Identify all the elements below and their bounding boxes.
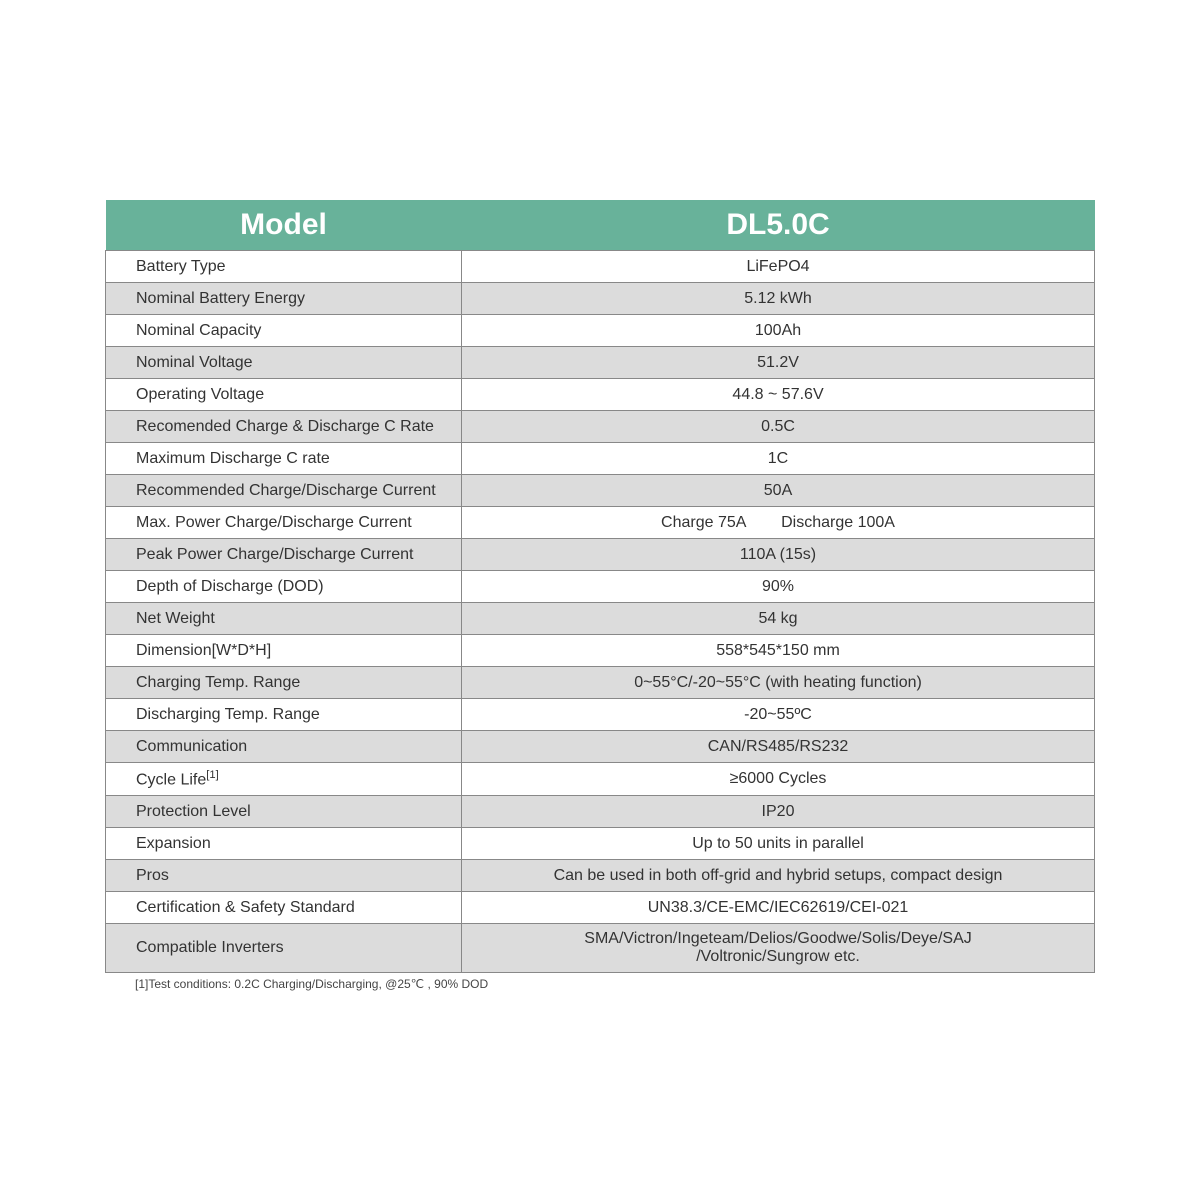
table-row: Certification & Safety StandardUN38.3/CE… <box>106 892 1095 924</box>
table-row: Max. Power Charge/Discharge CurrentCharg… <box>106 507 1095 539</box>
table-row: Cycle Life[1]≥6000 Cycles <box>106 763 1095 796</box>
table-row: Charging Temp. Range0~55°C/-20~55°C (wit… <box>106 667 1095 699</box>
row-label: Dimension[W*D*H] <box>106 635 462 667</box>
row-value: 558*545*150 mm <box>462 635 1095 667</box>
row-value: 0~55°C/-20~55°C (with heating function) <box>462 667 1095 699</box>
table-row: Recommended Charge/Discharge Current50A <box>106 475 1095 507</box>
row-value: 1C <box>462 443 1095 475</box>
row-value: 51.2V <box>462 347 1095 379</box>
table-row: Operating Voltage44.8 ~ 57.6V <box>106 379 1095 411</box>
row-value: IP20 <box>462 796 1095 828</box>
table-row: Protection LevelIP20 <box>106 796 1095 828</box>
table-row: ProsCan be used in both off-grid and hyb… <box>106 860 1095 892</box>
row-value: Charge 75A Discharge 100A <box>462 507 1095 539</box>
header-value: DL5.0C <box>462 200 1095 251</box>
row-value: 44.8 ~ 57.6V <box>462 379 1095 411</box>
table-row: Peak Power Charge/Discharge Current110A … <box>106 539 1095 571</box>
row-value: SMA/Victron/Ingeteam/Delios/Goodwe/Solis… <box>462 924 1095 973</box>
row-value: LiFePO4 <box>462 251 1095 283</box>
table-row: Nominal Voltage51.2V <box>106 347 1095 379</box>
table-row: Dimension[W*D*H]558*545*150 mm <box>106 635 1095 667</box>
row-value: 90% <box>462 571 1095 603</box>
row-label: Peak Power Charge/Discharge Current <box>106 539 462 571</box>
row-label: Nominal Voltage <box>106 347 462 379</box>
table-header-row: Model DL5.0C <box>106 200 1095 251</box>
row-label: Maximum Discharge C rate <box>106 443 462 475</box>
table-row: CommunicationCAN/RS485/RS232 <box>106 731 1095 763</box>
footnote: [1]Test conditions: 0.2C Charging/Discha… <box>105 973 1095 991</box>
table-row: Recomended Charge & Discharge C Rate0.5C <box>106 411 1095 443</box>
table-row: Net Weight54 kg <box>106 603 1095 635</box>
row-label: Max. Power Charge/Discharge Current <box>106 507 462 539</box>
table-row: ExpansionUp to 50 units in parallel <box>106 828 1095 860</box>
row-value: 54 kg <box>462 603 1095 635</box>
header-label: Model <box>106 200 462 251</box>
table-row: Battery TypeLiFePO4 <box>106 251 1095 283</box>
row-label: Communication <box>106 731 462 763</box>
row-value: 0.5C <box>462 411 1095 443</box>
row-value: 110A (15s) <box>462 539 1095 571</box>
row-value: 100Ah <box>462 315 1095 347</box>
row-label: Expansion <box>106 828 462 860</box>
table-row: Nominal Battery Energy5.12 kWh <box>106 283 1095 315</box>
row-label: Certification & Safety Standard <box>106 892 462 924</box>
row-label: Charging Temp. Range <box>106 667 462 699</box>
row-label: Pros <box>106 860 462 892</box>
table-row: Compatible InvertersSMA/Victron/Ingeteam… <box>106 924 1095 973</box>
row-label: Protection Level <box>106 796 462 828</box>
row-label: Nominal Capacity <box>106 315 462 347</box>
row-label: Cycle Life[1] <box>106 763 462 796</box>
row-value: 50A <box>462 475 1095 507</box>
row-label: Compatible Inverters <box>106 924 462 973</box>
row-label: Discharging Temp. Range <box>106 699 462 731</box>
row-value: Can be used in both off-grid and hybrid … <box>462 860 1095 892</box>
spec-table: Model DL5.0C Battery TypeLiFePO4Nominal … <box>105 200 1095 973</box>
row-label: Depth of Discharge (DOD) <box>106 571 462 603</box>
table-row: Depth of Discharge (DOD)90% <box>106 571 1095 603</box>
table-row: Discharging Temp. Range-20~55ºC <box>106 699 1095 731</box>
row-value: Up to 50 units in parallel <box>462 828 1095 860</box>
row-value: -20~55ºC <box>462 699 1095 731</box>
row-label: Operating Voltage <box>106 379 462 411</box>
row-label: Recommended Charge/Discharge Current <box>106 475 462 507</box>
row-value: CAN/RS485/RS232 <box>462 731 1095 763</box>
row-value: 5.12 kWh <box>462 283 1095 315</box>
row-value: UN38.3/CE-EMC/IEC62619/CEI-021 <box>462 892 1095 924</box>
table-row: Maximum Discharge C rate1C <box>106 443 1095 475</box>
row-label: Battery Type <box>106 251 462 283</box>
row-value: ≥6000 Cycles <box>462 763 1095 796</box>
row-label: Nominal Battery Energy <box>106 283 462 315</box>
row-label: Net Weight <box>106 603 462 635</box>
table-row: Nominal Capacity100Ah <box>106 315 1095 347</box>
row-label: Recomended Charge & Discharge C Rate <box>106 411 462 443</box>
